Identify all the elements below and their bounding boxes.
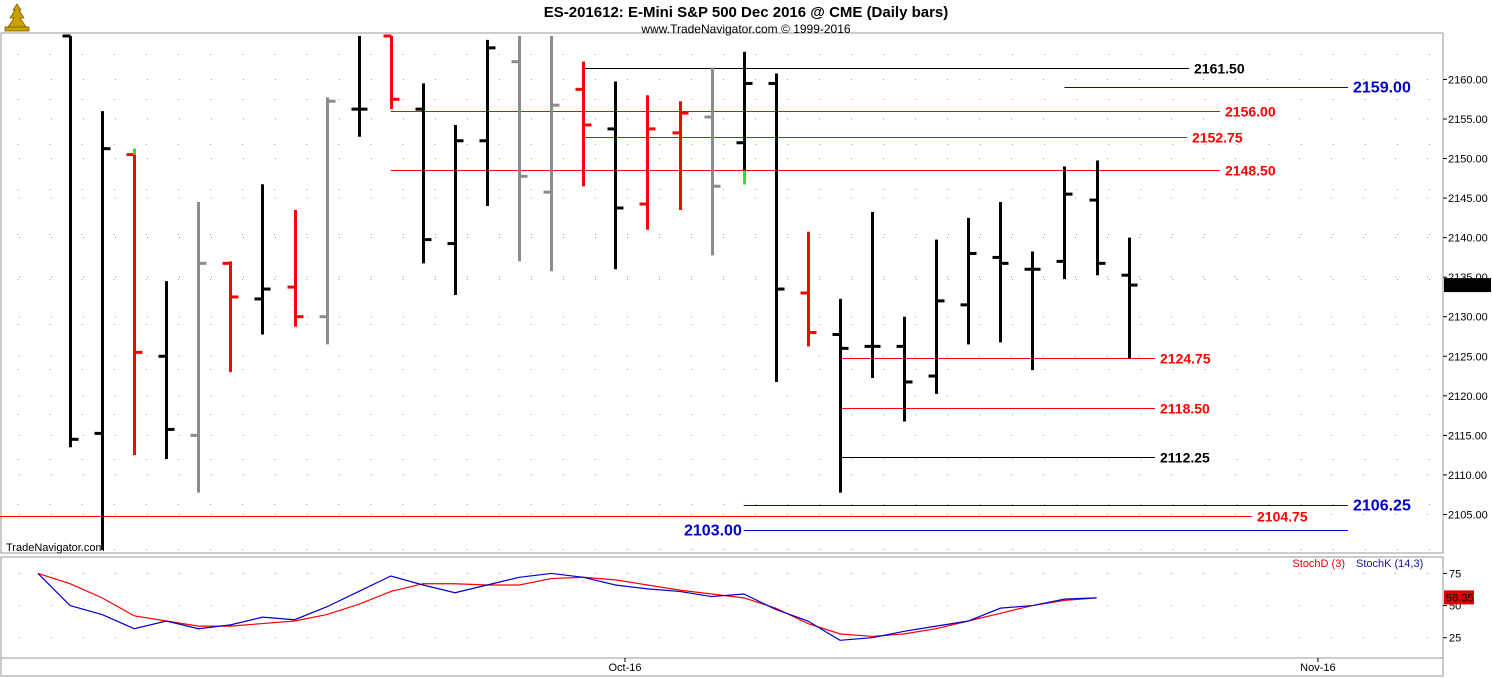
ohlc-bar-8: [319, 97, 336, 345]
legend-stochk: StochK (14,3): [1356, 558, 1423, 570]
y-tick-label-9: 2150.00: [1448, 154, 1488, 166]
y-tick-label-10: 2155.00: [1448, 114, 1488, 126]
level-label-4: 2148.50: [1225, 163, 1276, 179]
y-tick-label-7: 2140.00: [1448, 233, 1488, 245]
ohlc-bar-16: [575, 61, 592, 187]
level-label-1: 2159.00: [1353, 80, 1411, 97]
last-price-label: 2134.00: [1446, 280, 1486, 292]
y-tick-label-5: 2130.00: [1448, 312, 1488, 324]
stoch-tick-label-0: 25: [1449, 633, 1461, 645]
legend-stochd: StochD (3): [1292, 558, 1345, 570]
ohlc-bar-2: [126, 148, 143, 456]
chart-title: ES-201612: E-Mini S&P 500 Dec 2016 @ CME…: [544, 4, 949, 21]
ohlc-bar-9: [351, 35, 368, 137]
ohlc-bar-20: [704, 67, 721, 256]
level-label-2: 2156.00: [1225, 104, 1276, 120]
date-axis: Oct-16 Nov-16: [608, 658, 1336, 674]
stoch-last-label: 56.35: [1446, 592, 1474, 604]
level-label-9: 2104.75: [1257, 509, 1308, 525]
ohlc-bar-6: [254, 184, 271, 335]
level-label-7: 2112.25: [1160, 450, 1210, 466]
price-axis: 2105.00 2110.00 2115.00 2120.00 2125.00 2130.…: [1443, 74, 1491, 521]
stoch-series-0: [37, 572, 1097, 638]
ohlc-bar-21: [736, 51, 753, 185]
ohlc-bar-26: [896, 316, 913, 422]
level-label-5: 2124.75: [1160, 351, 1211, 367]
ohlc-bar-17: [607, 81, 624, 270]
y-tick-label-0: 2105.00: [1448, 509, 1488, 521]
x-tick-label-1: Nov-16: [1300, 662, 1335, 674]
level-label-10: 2103.00: [684, 523, 742, 540]
ohlc-bar-23: [800, 231, 817, 347]
last-price-box: [1444, 278, 1491, 293]
price-levels: 2161.50 2159.00 2156.00 2152.75 2148.50 2124.…: [0, 61, 1411, 540]
ohlc-bar-25: [864, 211, 881, 379]
ohlc-bar-28: [960, 217, 977, 345]
ohlc-bar-1: [94, 111, 111, 551]
ohlc-bar-7: [287, 209, 304, 327]
ohlc-bar-18: [639, 95, 656, 230]
stoch-last-box: [1444, 590, 1474, 605]
ohlc-bar-33: [1121, 237, 1138, 359]
ohlc-bar-27: [928, 239, 945, 394]
y-tick-label-1: 2110.00: [1448, 470, 1487, 482]
ohlc-bar-19: [672, 101, 689, 210]
ohlc-bar-0: [62, 34, 79, 448]
copyright-text: www.TradeNavigator.com © 1999-2016: [640, 22, 850, 36]
ohlc-bar-14: [511, 35, 528, 262]
ohlc-bar-4: [190, 202, 207, 493]
y-tick-label-3: 2120.00: [1448, 391, 1488, 403]
x-axis-panel: [0, 657, 1444, 677]
x-tick-label-0: Oct-16: [608, 662, 641, 674]
level-label-3: 2152.75: [1192, 130, 1243, 146]
y-tick-label-2: 2115.00: [1448, 430, 1487, 442]
y-tick-label-11: 2160.00: [1448, 74, 1488, 86]
y-tick-label-8: 2145.00: [1448, 193, 1488, 205]
ohlc-bar-13: [479, 39, 496, 207]
price-panel-border: [0, 32, 1444, 554]
ohlc-bar-22: [768, 73, 785, 382]
level-label-8: 2106.25: [1353, 498, 1411, 515]
ohlc-bar-3: [158, 281, 175, 460]
stoch-tick-label-2: 75: [1449, 568, 1461, 580]
ohlc-bar-11: [415, 83, 432, 264]
ohlc-bar-5: [222, 261, 239, 373]
y-tick-label-4: 2125.00: [1448, 351, 1488, 363]
ohlc-bar-12: [447, 124, 464, 295]
ohlc-bar-31: [1056, 166, 1073, 280]
stoch-series-1: [37, 572, 1097, 641]
ohlc-bar-30: [1024, 251, 1041, 371]
level-label-0: 2161.50: [1194, 61, 1245, 77]
watermark: TradeNavigator.com: [6, 542, 105, 554]
ohlc-bar-15: [543, 35, 560, 272]
logo: [4, 3, 30, 32]
ohlc-bar-29: [992, 202, 1009, 343]
ohlc-bar-10: [383, 34, 400, 110]
ohlc-bar-32: [1089, 160, 1106, 276]
level-label-6: 2118.50: [1160, 401, 1210, 417]
ohlc-bar-24: [832, 298, 849, 493]
ohlc-bars: [62, 34, 1138, 551]
